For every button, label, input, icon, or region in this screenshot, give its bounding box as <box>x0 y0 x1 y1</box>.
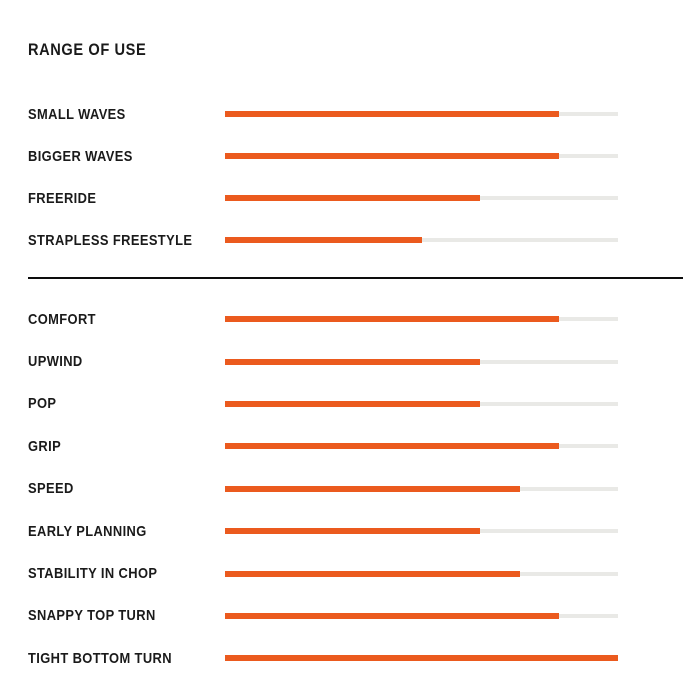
spec-label: POP <box>28 395 57 413</box>
spec-label: TIGHT BOTTOM TURN <box>28 649 172 667</box>
spec-bar <box>225 655 618 662</box>
spec-row: EARLY PLANNING <box>28 510 700 552</box>
bar-fill <box>225 111 560 117</box>
spec-row: SNAPPY TOP TURN <box>28 595 700 637</box>
spec-label: STRAPLESS FREESTYLE <box>28 231 193 249</box>
spec-bar <box>225 485 618 492</box>
spec-label: GRIP <box>28 437 62 455</box>
spec-bar <box>225 111 618 117</box>
spec-row: STRAPLESS FREESTYLE <box>28 219 700 261</box>
spec-label: SMALL WAVES <box>28 105 126 123</box>
bar-fill <box>225 153 560 159</box>
spec-row: SMALL WAVES <box>28 93 700 135</box>
bar-fill <box>225 237 422 243</box>
bar-fill <box>225 358 481 365</box>
spec-label: SNAPPY TOP TURN <box>28 607 156 625</box>
bar-fill <box>225 443 560 450</box>
spec-label: EARLY PLANNING <box>28 522 147 540</box>
spec-row: COMFORT <box>28 298 700 340</box>
spec-bar <box>225 153 618 159</box>
bar-fill <box>225 528 481 535</box>
spec-row: FREERIDE <box>28 177 700 219</box>
spec-bar <box>225 237 618 243</box>
spec-row: GRIP <box>28 425 700 467</box>
section-divider <box>28 277 683 279</box>
spec-bar <box>225 195 618 201</box>
spec-row: TIGHT BOTTOM TURN <box>28 637 700 679</box>
spec-row: POP <box>28 383 700 425</box>
bar-fill <box>225 195 481 201</box>
spec-row: BIGGER WAVES <box>28 135 700 177</box>
section-performance: COMFORT UPWIND POP GRIP SPEED <box>28 298 700 680</box>
spec-row: SPEED <box>28 468 700 510</box>
spec-row: UPWIND <box>28 340 700 382</box>
bar-fill <box>225 570 520 577</box>
section-range-of-use: SMALL WAVES BIGGER WAVES FREERIDE STRAPL… <box>28 93 700 261</box>
bar-track <box>225 238 618 242</box>
spec-bar <box>225 316 618 323</box>
bar-fill <box>225 485 520 492</box>
spec-bar <box>225 528 618 535</box>
bar-fill <box>225 655 618 662</box>
spec-bar <box>225 400 618 407</box>
spec-label: BIGGER WAVES <box>28 147 133 165</box>
bar-fill <box>225 400 481 407</box>
spec-label: FREERIDE <box>28 189 97 207</box>
spec-label: STABILITY IN CHOP <box>28 565 158 583</box>
spec-bar <box>225 612 618 619</box>
bar-fill <box>225 316 560 323</box>
page-title: RANGE OF USE <box>28 40 147 59</box>
spec-label: COMFORT <box>28 310 96 328</box>
spec-label: SPEED <box>28 480 74 498</box>
spec-row: STABILITY IN CHOP <box>28 552 700 594</box>
spec-bar <box>225 570 618 577</box>
spec-bar <box>225 358 618 365</box>
spec-label: UPWIND <box>28 353 83 371</box>
bar-fill <box>225 612 560 619</box>
spec-bar <box>225 443 618 450</box>
